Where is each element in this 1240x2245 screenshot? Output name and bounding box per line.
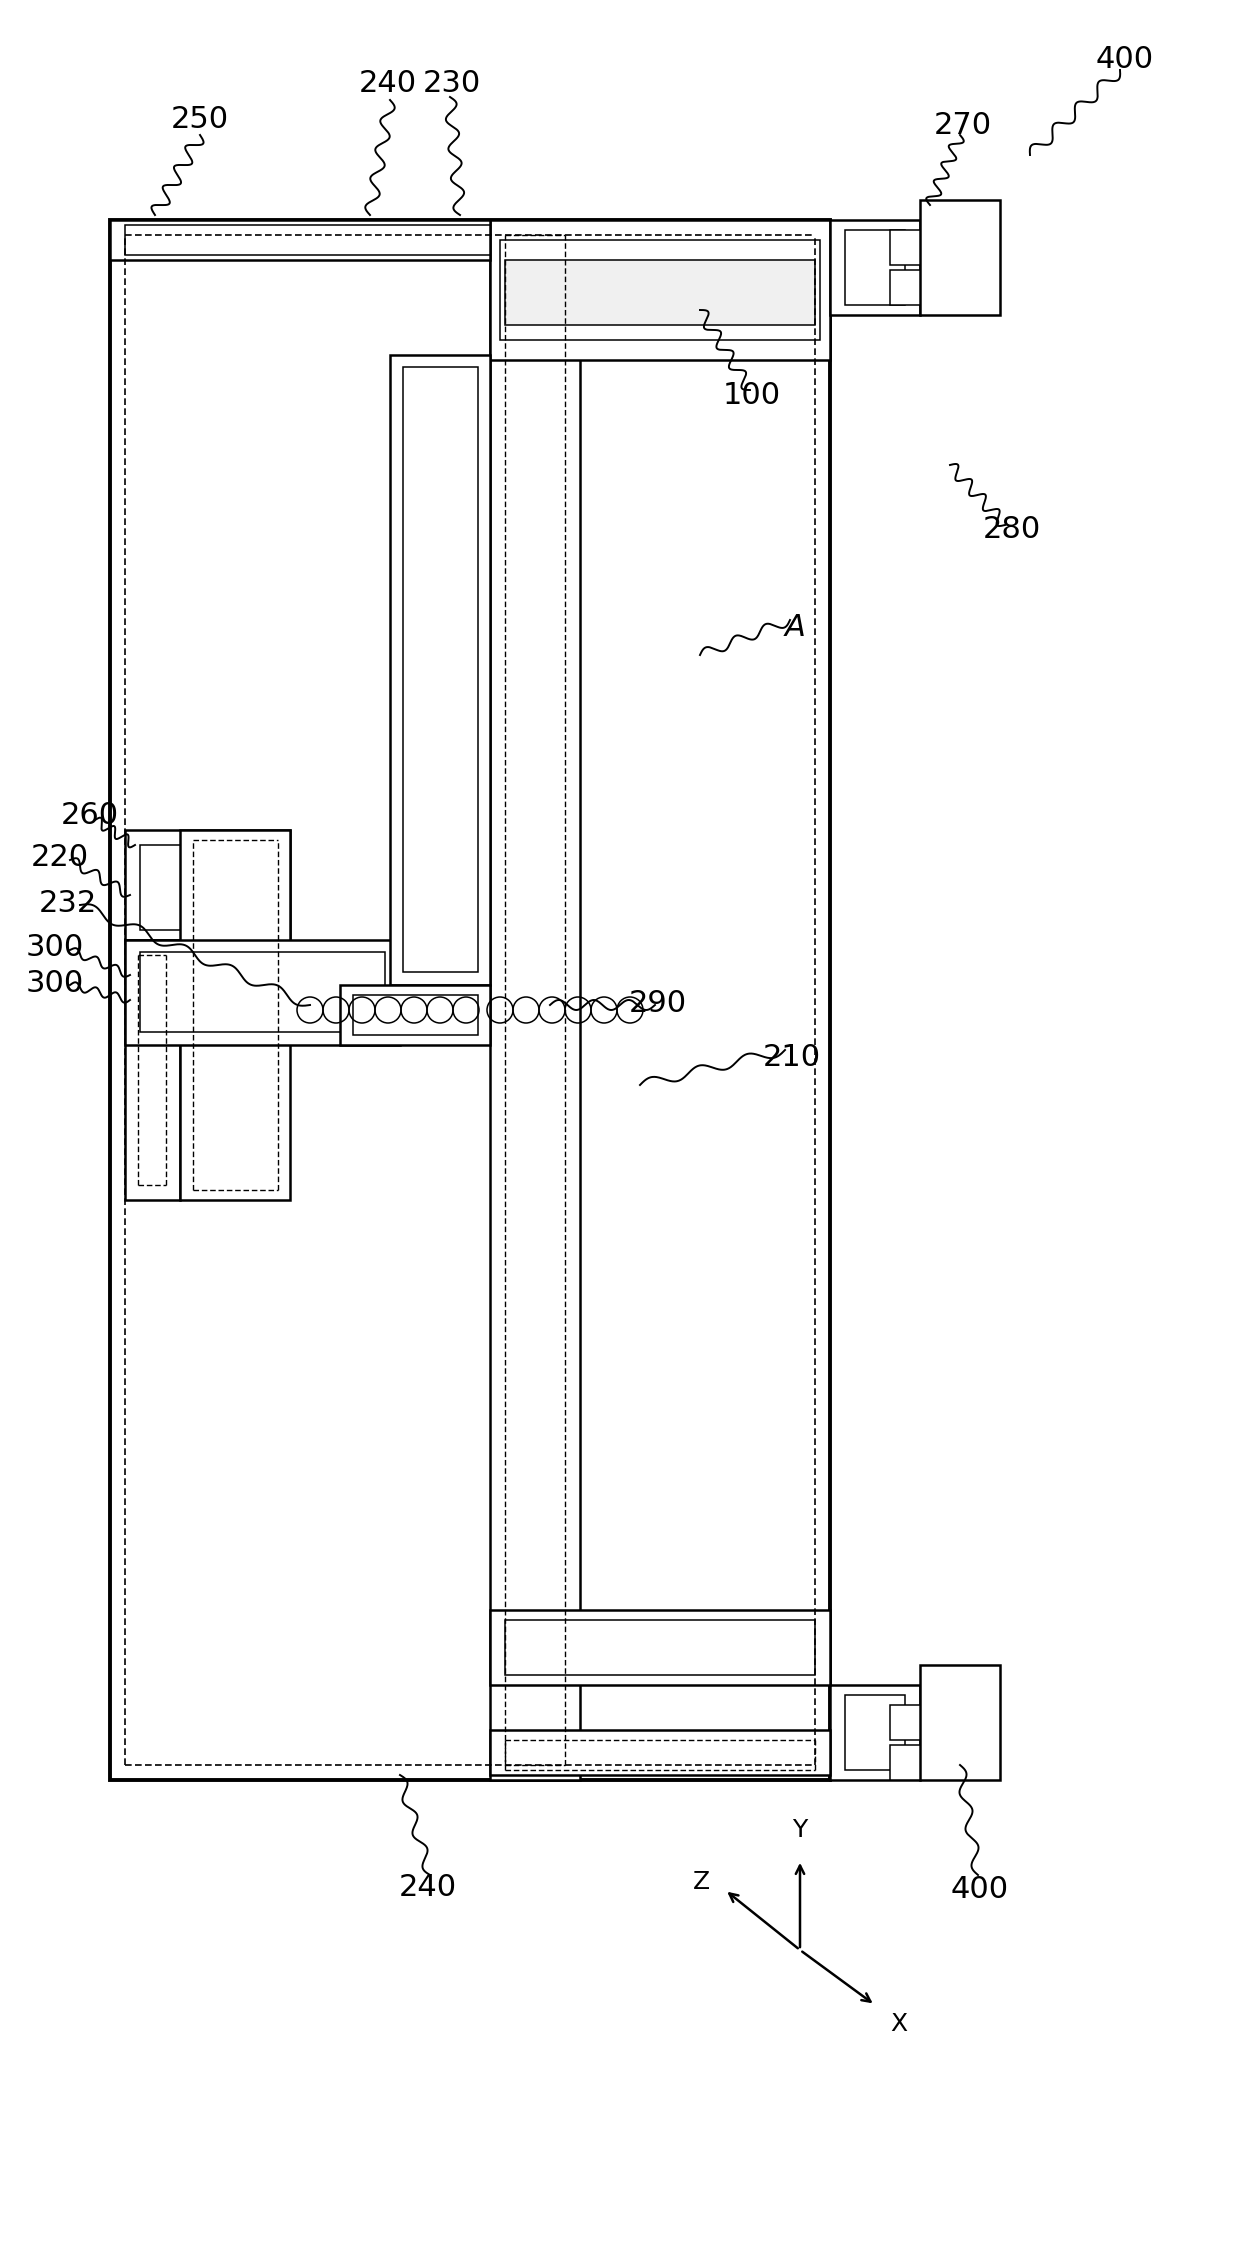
Text: 230: 230 xyxy=(423,70,481,97)
Bar xyxy=(140,844,285,929)
Text: 240: 240 xyxy=(358,70,417,97)
Bar xyxy=(340,986,490,1044)
Text: 100: 100 xyxy=(723,379,781,409)
Bar xyxy=(890,269,990,305)
Bar xyxy=(391,355,490,986)
Text: 250: 250 xyxy=(171,106,229,135)
Bar xyxy=(125,224,490,256)
Bar xyxy=(140,952,384,1033)
Bar xyxy=(844,1695,905,1769)
Text: 220: 220 xyxy=(31,842,89,871)
Bar xyxy=(920,200,999,314)
Bar xyxy=(890,1744,990,1780)
Bar xyxy=(890,229,990,265)
Text: Z: Z xyxy=(693,1870,711,1895)
Bar xyxy=(490,220,830,359)
Bar xyxy=(125,941,401,1044)
Text: 232: 232 xyxy=(38,889,97,918)
Text: 300: 300 xyxy=(26,968,84,997)
Bar xyxy=(500,240,820,339)
Bar xyxy=(353,995,477,1035)
Text: 270: 270 xyxy=(934,110,992,139)
Bar xyxy=(110,220,490,260)
Text: 210: 210 xyxy=(763,1042,821,1071)
Bar xyxy=(830,1686,920,1780)
Bar xyxy=(490,220,580,1780)
Bar xyxy=(890,1704,990,1740)
Text: 400: 400 xyxy=(1096,45,1154,74)
Bar xyxy=(110,220,830,1780)
Text: 240: 240 xyxy=(399,1872,458,1902)
Bar xyxy=(844,229,905,305)
Bar xyxy=(920,1666,999,1780)
Text: A: A xyxy=(785,613,806,642)
Text: 300: 300 xyxy=(26,932,84,961)
Text: 290: 290 xyxy=(629,988,687,1017)
Text: 260: 260 xyxy=(61,801,119,828)
Text: X: X xyxy=(890,2012,908,2036)
Bar xyxy=(125,941,180,1201)
Text: 280: 280 xyxy=(983,516,1042,546)
Text: 400: 400 xyxy=(951,1875,1009,1904)
Bar xyxy=(490,1610,830,1686)
Bar xyxy=(125,831,290,941)
Bar xyxy=(490,1731,830,1776)
Bar xyxy=(505,1621,815,1675)
Bar xyxy=(830,220,920,314)
Bar xyxy=(505,260,815,326)
Text: Y: Y xyxy=(792,1818,807,1841)
Bar xyxy=(180,831,290,1201)
Bar xyxy=(403,366,477,972)
